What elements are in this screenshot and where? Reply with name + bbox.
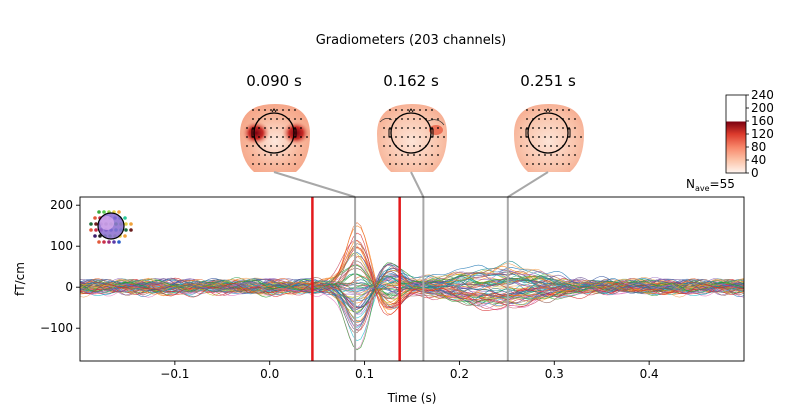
channel-trace [80,246,744,309]
channel-trace [80,222,744,308]
channel-trace [80,240,744,310]
channel-trace [80,275,744,302]
x-tick-label: −0.1 [160,367,189,381]
x-tick-label: 0.4 [640,367,659,381]
channel-traces [80,222,744,351]
topomap-time-label-1: 0.090 s [246,72,302,90]
channel-trace [80,225,744,315]
channel-trace [80,270,744,310]
topomap-2 [377,104,447,172]
sensor-dots [383,109,445,165]
topomap-3 [514,104,584,172]
x-tick-label: 0.1 [355,367,374,381]
sensor-dots [246,109,308,165]
channel-trace [80,269,744,321]
nave-label: Nave=55 [686,177,735,193]
channel-trace [80,263,744,331]
topomap-time-label-2: 0.162 s [383,72,439,90]
x-tick-label: 0.2 [450,367,469,381]
channel-trace [80,232,744,316]
x-tick-label: 0.0 [260,367,279,381]
channel-trace [80,252,744,303]
channel-trace [80,264,744,334]
figure-title: Gradiometers (203 channels) [316,33,507,48]
channel-trace [80,262,744,350]
x-axis: −0.1 0.0 0.1 0.2 0.3 0.4 [160,361,659,381]
sensor-color-legend [89,210,133,244]
colorbar-tick-label: 120 [751,127,774,141]
y-tick-label: 100 [50,239,73,253]
y-tick-label: −100 [40,321,73,335]
y-axis: −100 0 100 200 [40,198,80,335]
y-axis-label: fT/cm [13,262,27,296]
time-markers [311,197,509,361]
channel-trace [80,274,744,313]
channel-trace [80,243,744,307]
colorbar-tick-label: 160 [751,114,774,128]
axes-frame [79,196,745,362]
x-tick-label: 0.3 [545,367,564,381]
sensor-dots [520,109,582,165]
channel-trace [80,265,744,304]
colorbar-tick-label: 40 [751,153,766,167]
channel-trace [80,239,744,309]
channel-trace [80,270,744,294]
topomap-time-label-3: 0.251 s [520,72,576,90]
x-axis-label: Time (s) [387,391,437,405]
plot-area: −0.1 0.0 0.1 0.2 0.3 0.4 −100 0 100 200 Time (s)… [13,196,745,405]
colorbar-tick-label: 80 [751,140,766,154]
topomap-connectors [273,171,549,198]
colorbar-tick-label: 0 [751,166,759,180]
colorbar-tick-label: 200 [751,101,774,115]
y-tick-label: 0 [65,280,73,294]
channel-trace [80,264,744,326]
y-tick-label: 200 [50,198,73,212]
channel-trace [80,260,744,306]
colorbar-tick-label: 240 [751,88,774,102]
channel-trace [80,262,744,351]
channel-trace [80,268,744,293]
topomap-1 [240,104,310,172]
